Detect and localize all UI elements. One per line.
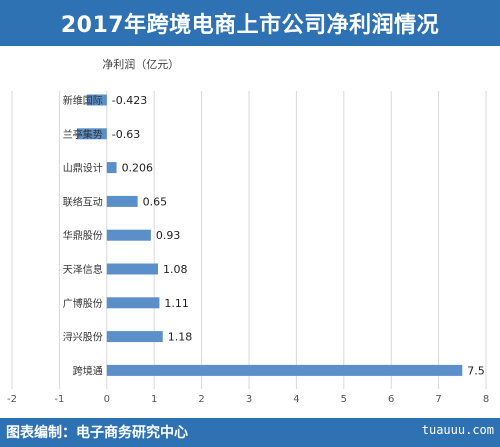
category-label: 天泽信息 [63,263,103,276]
x-tick-label: 4 [293,394,299,405]
data-label: 1.11 [164,297,189,310]
x-tick-label: 6 [388,394,394,405]
x-tick-label: 5 [341,394,347,405]
bar [106,195,138,207]
x-tick-label: -2 [7,394,17,405]
bar [76,128,107,140]
bar [86,94,107,106]
data-label: 0.206 [122,162,153,175]
bar [106,229,151,241]
bar [106,162,117,174]
bar [106,364,463,376]
category-label: 联络互动 [63,195,103,208]
bar [106,297,160,309]
bar [106,263,158,275]
chart-title: 2017年跨境电商上市公司净利润情况 [0,0,500,46]
x-tick-label: 2 [198,394,204,405]
x-tick-label: 3 [246,394,252,405]
category-label: 浔兴股份 [63,331,103,344]
category-label: 兰亭集势 [63,128,103,141]
category-label: 广博股份 [63,297,103,310]
data-label: 0.65 [143,195,168,208]
data-label: 1.18 [168,331,193,344]
category-label: 跨境通 [73,364,103,377]
category-label: 华鼎股份 [63,229,103,242]
data-label: -0.423 [112,94,147,107]
data-label: 7.5 [467,364,485,377]
chart-subtitle: 净利润（亿元） [102,57,179,71]
x-tick-label: 1 [151,394,157,405]
chart-area: 净利润（亿元） -2 -1 0 1 2 3 4 5 6 7 8 新维国际 -0.423 兰亭集势 -0.63 山… [0,46,500,418]
watermark-text: tuauuu.com [421,423,494,437]
data-label: -0.63 [112,128,140,141]
data-label: 0.93 [156,229,181,242]
x-tick-label: 7 [435,394,441,405]
x-tick-label: 0 [104,394,110,405]
data-label: 1.08 [163,263,188,276]
footer-credit: 图表编制：电子商务研究中心 [6,425,188,441]
x-tick-label: -1 [54,394,64,405]
category-label: 新维国际 [63,94,103,107]
bar [106,331,163,343]
bar-chart: 净利润（亿元） -2 -1 0 1 2 3 4 5 6 7 8 新维国际 -0.423 兰亭集势 -0.63 山… [7,57,489,405]
footer-bar: 图表编制：电子商务研究中心 tuauuu.com [0,418,500,447]
category-label: 山鼎设计 [63,162,103,175]
x-tick-label: 8 [483,394,489,405]
